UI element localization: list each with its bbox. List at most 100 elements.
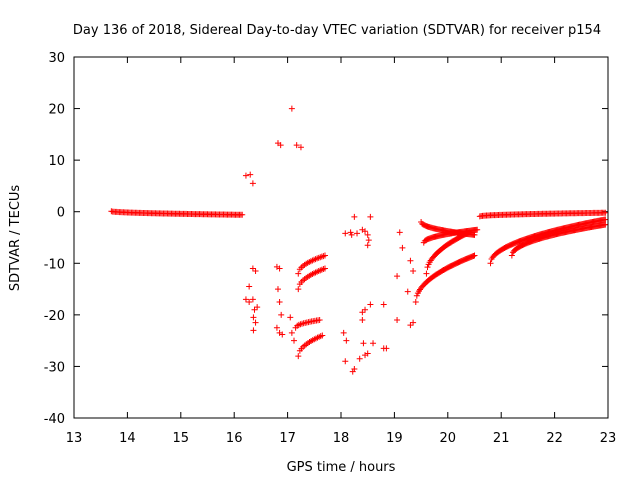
scatter-point (407, 257, 414, 264)
series-point (466, 229, 473, 236)
scatter-point (251, 306, 258, 313)
series-point (321, 252, 328, 259)
series-point (465, 229, 472, 236)
scatter-point (250, 327, 257, 334)
scatter-point (249, 296, 256, 303)
x-tick-label: 14 (119, 431, 136, 446)
scatter-point (343, 337, 350, 344)
series-point (316, 317, 323, 324)
scatter-point (242, 296, 249, 303)
x-tick-label: 19 (386, 431, 403, 446)
scatter-point (407, 322, 414, 329)
scatter-point (364, 231, 371, 238)
scatter-point (254, 304, 261, 311)
scatter-point (274, 286, 281, 293)
scatter-point (277, 142, 284, 149)
scatter-point (252, 268, 259, 275)
series-point (412, 298, 419, 305)
scatter-point (348, 231, 355, 238)
scatter-point (242, 172, 249, 179)
scatter-point (297, 144, 304, 151)
scatter-point (250, 314, 257, 321)
y-tick-label: -20 (44, 309, 65, 324)
scatter-point (365, 237, 372, 244)
y-tick-label: 0 (57, 206, 65, 221)
scatter-point (360, 340, 367, 347)
series-point (295, 270, 302, 277)
series-point (602, 209, 609, 216)
series-point (602, 221, 609, 228)
series-point (321, 265, 328, 272)
series-point (423, 270, 430, 277)
scatter-point (276, 298, 283, 305)
scatter-point (359, 309, 366, 316)
scatter-point (354, 230, 361, 237)
scatter-point (279, 331, 286, 338)
series-point (474, 226, 481, 233)
scatter-point (293, 142, 300, 149)
x-tick-label: 20 (440, 431, 457, 446)
scatter-point (370, 340, 377, 347)
scatter-point (342, 358, 349, 365)
x-tick-label: 13 (66, 431, 83, 446)
series-point (424, 264, 431, 271)
series-point (413, 292, 420, 299)
y-tick-label: 30 (48, 51, 65, 66)
scatter-point (288, 329, 295, 336)
scatter-point (288, 105, 295, 112)
scatter-point (252, 319, 259, 326)
scatter-point (410, 268, 417, 275)
x-tick-label: 16 (226, 431, 243, 446)
scatter-point (291, 337, 298, 344)
scatter-point (342, 230, 349, 237)
scatter-point (273, 324, 280, 331)
y-tick-label: 20 (48, 103, 65, 118)
scatter-point (362, 306, 369, 313)
series-point (319, 332, 326, 339)
scatter-point (249, 180, 256, 187)
y-tick-label: -30 (44, 360, 65, 375)
scatter-point (287, 314, 294, 321)
x-tick-label: 22 (546, 431, 563, 446)
series-point (602, 216, 609, 223)
scatter-point (383, 345, 390, 352)
scatter-point (351, 213, 358, 220)
y-tick-label: 10 (48, 154, 65, 169)
scatter-point (278, 311, 285, 318)
scatter-point (247, 171, 254, 178)
plot-frame (73, 56, 609, 419)
x-tick-label: 15 (173, 431, 190, 446)
scatter-point (246, 298, 253, 305)
scatter-point (340, 329, 347, 336)
scatter-point (380, 301, 387, 308)
scatter-point (399, 244, 406, 251)
y-axis-title: SDTVAR / TECUs (8, 185, 23, 292)
x-tick-label: 21 (493, 431, 510, 446)
x-tick-label: 17 (279, 431, 296, 446)
scatter-point (367, 301, 374, 308)
scatter-point (351, 366, 358, 373)
scatter-point (367, 213, 374, 220)
y-tick-label: -10 (44, 257, 65, 272)
chart-title: Day 136 of 2018, Sidereal Day-to-day VTE… (73, 23, 601, 38)
scatter-point (362, 228, 369, 235)
series-point (295, 286, 302, 293)
scatter-point (249, 265, 256, 272)
scatter-point (394, 273, 401, 280)
scatter-point (246, 283, 253, 290)
series-point (295, 353, 302, 360)
scatter-point (276, 265, 283, 272)
data-points (108, 105, 609, 375)
x-tick-label: 18 (333, 431, 350, 446)
scatter-point (404, 288, 411, 295)
scatter-point (396, 229, 403, 236)
tick-labels: 13 14 15 16 17 18 19 20 21 22 23 -40 -30 -20 -10 0 10 20 3… (44, 51, 617, 446)
scatter-point (410, 319, 417, 326)
x-tick-label: 23 (600, 431, 617, 446)
series-point (487, 260, 494, 267)
y-tick-label: -40 (44, 412, 65, 427)
scatter-point (347, 229, 354, 236)
series-point (471, 231, 478, 238)
scatter-point (356, 355, 363, 362)
